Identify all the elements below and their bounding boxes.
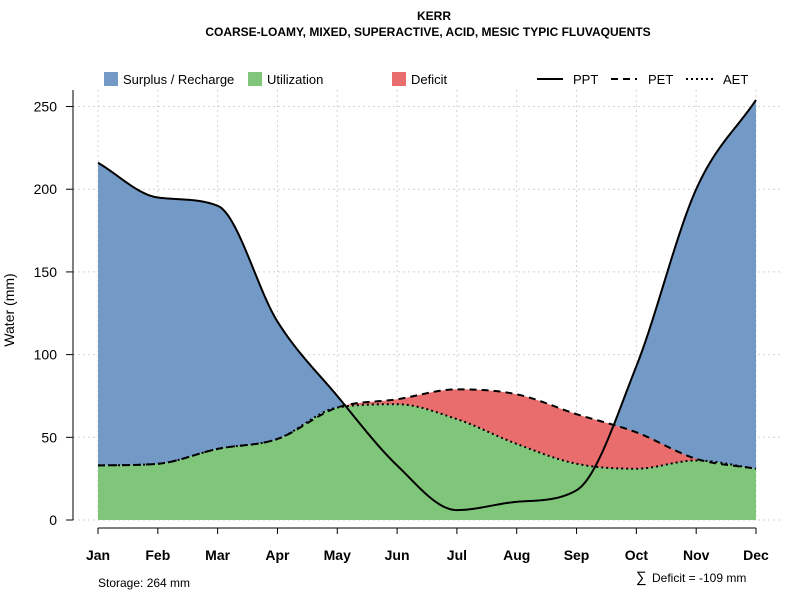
y-tick-label-100: 100 [34,347,58,363]
area-surplus-recharge-2 [596,99,756,469]
storage-note: Storage: 264 mm [98,576,190,590]
legend-label-utilization: Utilization [267,72,323,87]
area-surplus-recharge-1 [98,162,346,466]
x-tick-label-jun: Jun [385,547,410,563]
series-line-aet [97,403,757,470]
areas [98,99,756,520]
legend-label-surplus: Surplus / Recharge [123,72,234,87]
legend-swatch-deficit [392,72,406,86]
y-tick-label-0: 0 [49,512,57,528]
x-tick-label-aug: Aug [503,547,530,563]
legend-label-pet: PET [648,72,673,87]
series-lines [97,99,757,512]
deficit-sum-icon: ∑ [636,569,647,586]
legend-label-ppt: PPT [573,72,598,87]
legend: Surplus / Recharge Utilization Deficit P… [104,72,748,87]
x-tick-label-may: May [324,547,351,563]
y-tick-label-50: 50 [41,429,57,445]
x-tick-label-dec: Dec [743,547,769,563]
chart-subtitle: COARSE-LOAMY, MIXED, SUPERACTIVE, ACID, … [205,25,650,39]
x-tick-label-mar: Mar [205,547,230,563]
area-utilization [98,404,756,520]
legend-label-deficit: Deficit [411,72,448,87]
deficit-note: Deficit = -109 mm [652,571,746,585]
area-deficit [98,389,756,469]
x-tick-label-feb: Feb [145,547,170,563]
x-tick-label-sep: Sep [564,547,590,563]
legend-label-aet: AET [723,72,748,87]
x-tick-label-jan: Jan [86,547,110,563]
axes: 0 50 100 150 200 250 Jan Feb Mar Apr May Jun Jul Aug S… [34,90,769,563]
legend-swatch-surplus [104,72,118,86]
y-tick-label-200: 200 [34,181,58,197]
chart-title: KERR [417,9,451,23]
x-tick-label-oct: Oct [625,547,649,563]
legend-swatch-utilization [248,72,262,86]
x-tick-label-nov: Nov [683,547,710,563]
x-tick-label-apr: Apr [265,547,290,563]
y-axis-label: Water (mm) [1,273,17,346]
series-line-ppt [97,99,757,512]
x-tick-label-jul: Jul [447,547,467,563]
y-tick-label-250: 250 [34,99,58,115]
y-tick-label-150: 150 [34,264,58,280]
